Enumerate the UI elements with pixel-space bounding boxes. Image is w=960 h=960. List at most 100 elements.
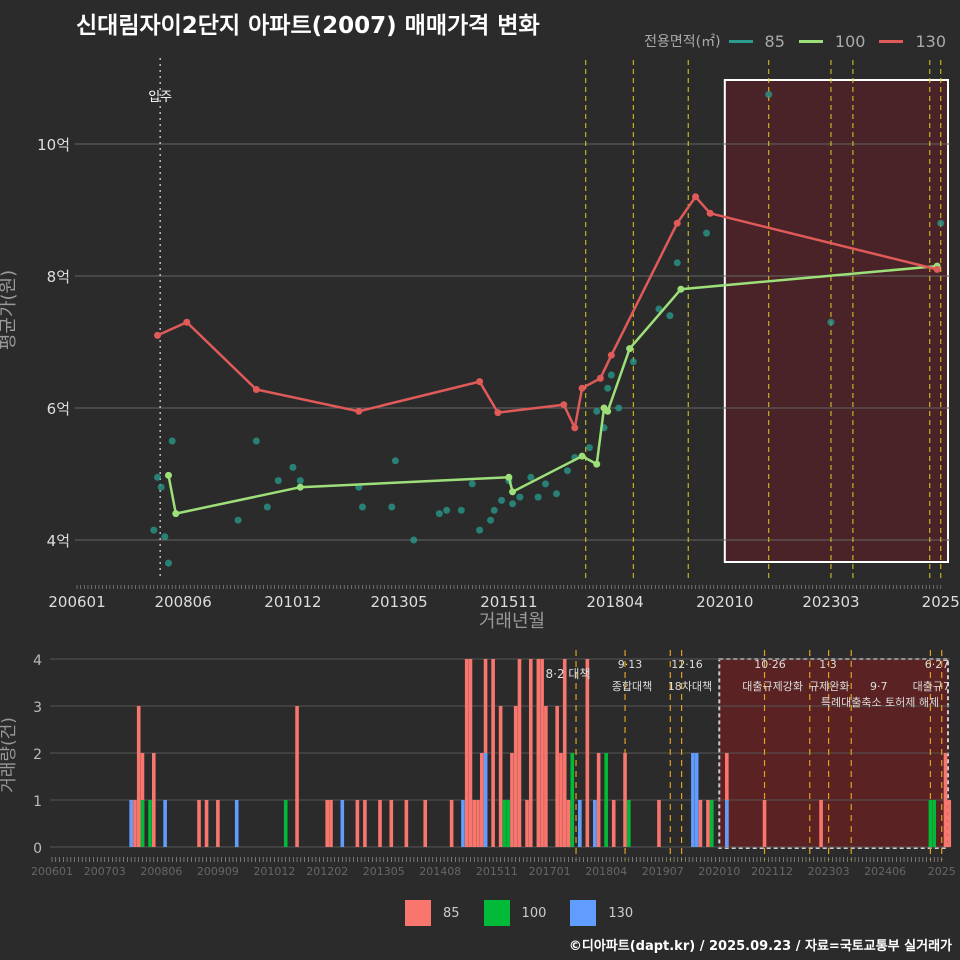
bar-85 xyxy=(204,800,209,847)
bar-85 xyxy=(491,659,495,847)
bar-85 xyxy=(611,800,616,847)
point-85 xyxy=(263,503,271,511)
x-tick-label-volume: 202010 xyxy=(698,865,740,878)
bar-130 xyxy=(129,800,133,847)
point-85 xyxy=(585,444,593,452)
y-tick-label: 6억 xyxy=(47,400,70,418)
legend-label-85: 85 xyxy=(764,31,785,51)
point-130 xyxy=(706,209,714,217)
bar-85 xyxy=(449,800,454,847)
point-85 xyxy=(629,358,637,366)
policy-label: 종합대책 xyxy=(612,680,652,693)
policy-date: 9·7 xyxy=(870,680,888,693)
bar-85 xyxy=(540,659,544,847)
footer-credit: ©디아파트(dapt.kr) / 2025.09.23 / 자료=국토교통부 실… xyxy=(568,939,952,954)
bar-130 xyxy=(578,800,582,847)
bar-85 xyxy=(559,753,563,847)
point-85 xyxy=(490,506,498,514)
point-130 xyxy=(571,424,579,432)
bar-100 xyxy=(932,800,936,847)
point-100 xyxy=(505,473,513,481)
point-85 xyxy=(516,493,524,501)
x-tick-label-volume: 201511 xyxy=(476,865,518,878)
bar-85 xyxy=(498,706,503,847)
legend-bot-label-130: 130 xyxy=(608,905,634,921)
policy-date: 9·13 xyxy=(618,658,643,671)
legend-box-130 xyxy=(570,900,597,926)
bar-85 xyxy=(355,800,360,847)
bar-100 xyxy=(604,753,608,847)
bar-85 xyxy=(525,800,529,847)
bar-85 xyxy=(762,800,767,847)
bar-85 xyxy=(555,706,559,847)
legend-box-100 xyxy=(483,900,510,926)
bar-130 xyxy=(461,800,465,847)
point-85 xyxy=(509,500,517,508)
bar-85 xyxy=(216,800,220,847)
point-85 xyxy=(527,473,535,481)
bar-100 xyxy=(928,800,933,847)
bar-85 xyxy=(136,706,141,847)
point-85 xyxy=(666,312,674,320)
point-85 xyxy=(168,437,176,445)
point-85 xyxy=(358,503,366,511)
point-130 xyxy=(596,374,604,382)
y-axis-title: 평균가(원) xyxy=(0,270,19,350)
point-100 xyxy=(677,285,685,293)
point-85 xyxy=(289,463,297,471)
policy-label: 특례대출축소 토허제 해제 xyxy=(821,695,939,709)
point-85 xyxy=(593,407,601,415)
bar-85 xyxy=(657,800,661,847)
bar-85 xyxy=(133,800,137,847)
point-100 xyxy=(578,452,586,460)
point-130 xyxy=(252,386,260,394)
bar-85 xyxy=(389,800,394,847)
legend-box-85 xyxy=(405,900,431,926)
y-tick-label-volume: 1 xyxy=(33,794,42,810)
point-85 xyxy=(476,526,484,534)
line-100 xyxy=(167,264,938,516)
point-130 xyxy=(183,318,191,326)
point-130 xyxy=(560,401,568,409)
x-tick-label: 202303 xyxy=(802,593,859,611)
bar-100 xyxy=(502,800,507,847)
bar-85 xyxy=(472,800,477,847)
bar-85 xyxy=(476,800,480,847)
policy-label: 대출규7 xyxy=(913,680,950,693)
point-85 xyxy=(165,559,172,567)
bar-85 xyxy=(468,659,473,847)
point-85 xyxy=(161,533,169,541)
point-100 xyxy=(604,407,612,415)
bar-85 xyxy=(479,753,484,847)
policy-label: 규제완화 xyxy=(809,680,849,693)
bar-85 xyxy=(325,800,330,847)
x-tick-label-volume: 201305 xyxy=(363,865,405,878)
x-tick-label-volume: 200703 xyxy=(84,865,126,878)
point-85 xyxy=(604,384,612,392)
bar-85 xyxy=(295,706,299,847)
point-100 xyxy=(165,471,172,479)
legend-bot-label-100: 100 xyxy=(521,905,547,921)
x-tick-label-volume: 200909 xyxy=(197,865,239,878)
point-85 xyxy=(607,371,615,379)
bar-85 xyxy=(363,800,367,847)
point-85 xyxy=(388,503,396,511)
x-tick-label: 202010 xyxy=(696,593,753,611)
bar-85 xyxy=(423,800,428,847)
point-130 xyxy=(494,409,502,417)
point-130 xyxy=(355,407,363,415)
highlight-region xyxy=(723,79,949,563)
x-tick-label-volume: 201012 xyxy=(253,865,295,878)
legend-swatch-130 xyxy=(879,39,904,43)
point-85 xyxy=(703,229,711,237)
point-85 xyxy=(296,477,304,485)
point-85 xyxy=(498,496,506,504)
legend-title: 전용면적(㎡) xyxy=(644,34,721,50)
point-85 xyxy=(157,483,165,491)
bar-85 xyxy=(464,659,469,847)
x-tick-label-volume: 202112 xyxy=(751,865,793,878)
bar-85 xyxy=(596,753,601,847)
y-tick-label: 10억 xyxy=(37,136,70,154)
bar-85 xyxy=(528,659,533,847)
bar-100 xyxy=(570,753,575,847)
